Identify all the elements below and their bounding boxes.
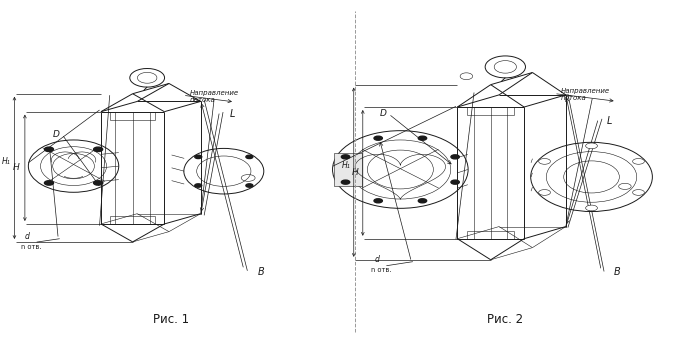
Circle shape (539, 190, 550, 195)
Text: Направление
потока: Направление потока (561, 88, 610, 101)
Circle shape (539, 159, 550, 164)
Text: D: D (379, 109, 386, 118)
Text: d: d (374, 255, 379, 264)
Text: Рис. 1: Рис. 1 (153, 313, 189, 326)
Circle shape (342, 155, 350, 159)
Circle shape (374, 199, 382, 203)
Circle shape (94, 147, 103, 152)
Circle shape (451, 155, 459, 159)
Circle shape (44, 181, 53, 185)
Circle shape (419, 199, 426, 203)
Text: H: H (352, 168, 358, 177)
Circle shape (633, 190, 645, 195)
Text: H₁: H₁ (342, 161, 350, 170)
Text: L: L (607, 116, 612, 125)
Circle shape (374, 136, 382, 140)
Text: n отв.: n отв. (22, 244, 42, 250)
Circle shape (586, 205, 597, 211)
Circle shape (44, 147, 53, 152)
Text: n отв.: n отв. (371, 267, 391, 274)
Text: L: L (230, 109, 235, 119)
Text: B: B (614, 267, 620, 277)
Circle shape (246, 155, 253, 159)
Circle shape (246, 184, 253, 187)
Circle shape (342, 180, 350, 184)
Circle shape (633, 159, 645, 164)
Circle shape (586, 143, 597, 149)
Text: Направление
потока: Направление потока (190, 90, 239, 103)
Circle shape (195, 155, 202, 159)
Circle shape (195, 184, 202, 187)
Text: H₁: H₁ (2, 157, 11, 165)
Text: D: D (52, 129, 60, 139)
Circle shape (451, 180, 459, 184)
Circle shape (94, 181, 103, 185)
FancyBboxPatch shape (335, 153, 362, 186)
Text: H: H (13, 163, 20, 172)
Text: B: B (258, 267, 265, 277)
Text: Рис. 2: Рис. 2 (486, 313, 523, 326)
Circle shape (419, 136, 426, 140)
Text: d: d (25, 232, 30, 241)
